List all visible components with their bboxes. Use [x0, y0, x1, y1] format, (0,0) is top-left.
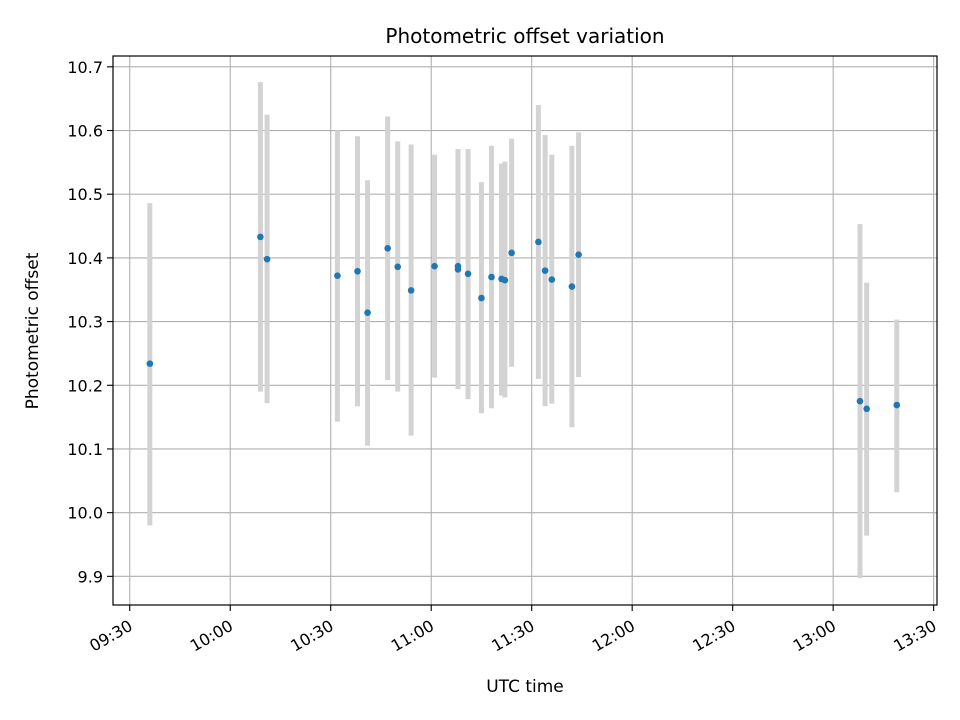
data-point [568, 283, 576, 290]
data-point [488, 273, 495, 281]
data-point [535, 238, 542, 246]
data-point [464, 270, 472, 278]
y-tick-label: 10.4 [67, 249, 103, 268]
y-tick-label: 10.7 [67, 58, 103, 77]
data-point [384, 245, 391, 252]
data-point [454, 262, 462, 270]
data-point [478, 294, 485, 302]
data-point [364, 309, 371, 316]
data-point [263, 255, 271, 263]
data-point [548, 276, 556, 283]
data-point [856, 397, 864, 405]
plot-frame [112, 55, 938, 606]
chart-title: Photometric offset variation [385, 24, 664, 48]
data-points [146, 233, 901, 413]
y-tick-label: 9.9 [78, 567, 103, 586]
x-axis-label: UTC time [486, 677, 564, 697]
y-tick-label: 10.3 [67, 313, 103, 332]
data-point [407, 287, 415, 294]
y-tick-label: 10.6 [67, 122, 103, 141]
data-point [394, 263, 402, 271]
data-point [863, 405, 870, 413]
y-tick-label: 10.5 [67, 185, 103, 204]
data-point [575, 251, 582, 259]
data-point [508, 249, 515, 257]
data-point [501, 276, 509, 284]
y-tick-label: 10.1 [67, 440, 103, 459]
data-point [431, 262, 438, 270]
y-axis-label: Photometric offset [23, 252, 43, 409]
y-tick-label: 10.0 [67, 504, 103, 523]
data-point [541, 267, 549, 274]
data-point [354, 267, 361, 275]
y-axis-ticks: 9.9 10.0 10.1 10.2 10.3 10.4 10.5 10.6 10.7 [67, 58, 113, 586]
data-point [893, 401, 901, 409]
data-point [146, 360, 154, 367]
data-point [257, 233, 264, 241]
grid-lines [113, 56, 937, 605]
y-tick-label: 10.2 [67, 376, 103, 395]
data-point [334, 272, 341, 280]
